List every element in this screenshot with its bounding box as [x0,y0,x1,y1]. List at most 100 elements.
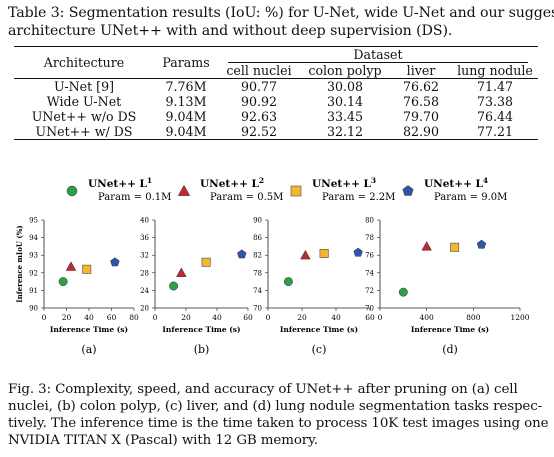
x-tick-label: 40 [212,313,222,322]
legend-label: UNet++ L4 [424,176,488,190]
cell-value: 32.12 [300,124,390,140]
table-caption-line-2: architecture UNet++ with and without dee… [8,23,453,39]
cell-architecture: UNet++ w/o DS [31,109,137,124]
x-axis-label: Inference Time (s) [411,325,489,334]
data-point-l4 [237,249,247,259]
data-point-l1 [283,277,293,287]
cell-value-best: 33.45 [326,109,364,124]
cell-value: 79.70 [402,109,440,124]
cell-value: 30.14 [326,94,364,109]
x-tick-label: 20 [297,313,307,322]
legend-param: Param = 2.2M [322,192,395,203]
y-tick-label: 70 [365,305,374,313]
cell-value-best: 92.63 [240,109,278,124]
cell-value-best: 77.21 [452,124,538,140]
y-tick-label: 80 [365,217,374,225]
x-tick-label: 1200 [510,313,529,322]
y-tick-label: 74 [253,287,262,295]
x-axis-label: Inference Time (s) [280,325,358,334]
cell-params: 9.04M [154,124,218,140]
results-table: Architecture Params Dataset cell nuclei … [14,46,538,140]
data-point-l1 [398,287,408,297]
y-tick-label: 93 [29,252,38,260]
table-header-row-2: cell nuclei colon polyp liver lung nodul… [14,63,538,79]
x-tick-label: 0 [266,313,271,322]
legend-param: Param = 9.0M [434,192,507,203]
table-caption-line-1: Table 3: Segmentation results (IoU: %) f… [8,5,554,21]
header-dataset: Dataset [218,46,538,63]
x-axis-label: Inference Time (s) [162,325,240,334]
data-point-l2 [176,267,187,277]
figure-caption-line-3: tively. The inference time is the time t… [8,416,549,431]
x-tick-label: 400 [420,313,435,322]
data-point-l3 [319,248,329,258]
panel-label: (b) [194,343,210,356]
header-dataset-1: colon polyp [308,63,382,78]
table-row: Wide U-Net 9.13M 90.92 30.14 76.58 73.38 [14,94,538,109]
table-row: U-Net [9] 7.76M 90.77 30.08 76.62 71.47 [14,78,538,94]
cell-params: 7.76M [154,78,218,94]
legend-label: UNet++ L3 [312,176,376,190]
figure-caption-line-2: nuclei, (b) colon polyp, (c) liver, and … [8,399,543,414]
x-tick-label: 60 [107,313,117,322]
data-point-l4 [476,239,487,249]
x-tick-label: 60 [243,313,253,322]
x-tick-label: 40 [84,313,94,322]
cell-params: 9.04M [165,109,207,124]
cell-value: 73.38 [476,94,514,109]
table-row: UNet++ w/ DS 9.04M 92.52 32.12 82.90 77.… [14,124,538,140]
table-header-row-1: Architecture Params Dataset [14,46,538,79]
panel-c: 70 74 78 82 86 90 0 20 40 60 Inference Time (s) (c) [253,217,375,357]
y-tick-label: 86 [253,234,262,242]
x-tick-label: 20 [62,313,72,322]
data-point-l2 [300,249,311,260]
cell-value: 30.08 [300,78,390,94]
figure-caption-line-1: Fig. 3: Complexity, speed, and accuracy … [8,382,518,397]
legend-label: UNet++ L2 [200,176,264,190]
cell-value-best: 82.90 [390,124,452,140]
legend-entry-4: UNet++ L4 Param = 9.0M [402,176,507,203]
cell-architecture: U-Net [9] [14,78,154,94]
panel-label: (a) [81,343,96,356]
data-point-l3 [82,264,92,274]
cell-value: 92.52 [218,124,300,140]
header-params: Params [154,46,218,79]
legend-label-superscript: 4 [483,176,488,185]
legend-entry-2: UNet++ L2 Param = 0.5M [177,176,283,203]
pentagon-marker-icon [402,185,414,196]
cell-value: 76.62 [390,78,452,94]
triangle-marker-icon [177,184,191,196]
panel-label: (c) [312,343,327,356]
table-row: UNet++ w/o DS 9.04M 92.63 33.45 79.70 76… [14,109,538,124]
panel-label: (d) [442,343,458,356]
y-tick-label: 91 [29,287,38,295]
y-tick-label: 28 [140,269,149,277]
legend-entry-1: UNet++ L1 Param = 0.1M [66,176,171,203]
y-tick-label: 36 [140,234,149,242]
pruning-figure: UNet++ L1 Param = 0.1M UNet++ L2 Param = 0.… [15,176,530,357]
y-tick-label: 24 [140,287,149,295]
header-dataset-label: Dataset [228,47,528,63]
legend-label-superscript: 2 [259,176,264,185]
y-tick-label: 20 [140,305,149,313]
y-tick-label: 95 [29,217,38,225]
cell-value: 90.77 [218,78,300,94]
header-architecture: Architecture [14,46,154,79]
figure-caption-line-4: NVIDIA TITAN X (Pascal) with 12 GB memor… [8,433,318,448]
y-tick-label: 76 [365,252,374,260]
figure-caption: Fig. 3: Complexity, speed, and accuracy … [8,381,549,449]
header-dataset-0: cell nuclei [226,63,292,78]
cell-value: 71.47 [452,78,538,94]
header-dataset-3: lung nodule [457,63,533,78]
x-tick-label: 20 [181,313,191,322]
x-tick-label: 60 [365,313,375,322]
y-axis-label: Inference mIoU (%) [15,225,24,302]
x-tick-label: 80 [129,313,139,322]
data-point-l4 [110,257,120,267]
y-tick-label: 40 [140,217,149,225]
legend-entry-3: UNet++ L3 Param = 2.2M [290,176,395,203]
x-tick-label: 800 [466,313,481,322]
data-point-l3 [201,257,211,267]
x-tick-label: 0 [153,313,158,322]
